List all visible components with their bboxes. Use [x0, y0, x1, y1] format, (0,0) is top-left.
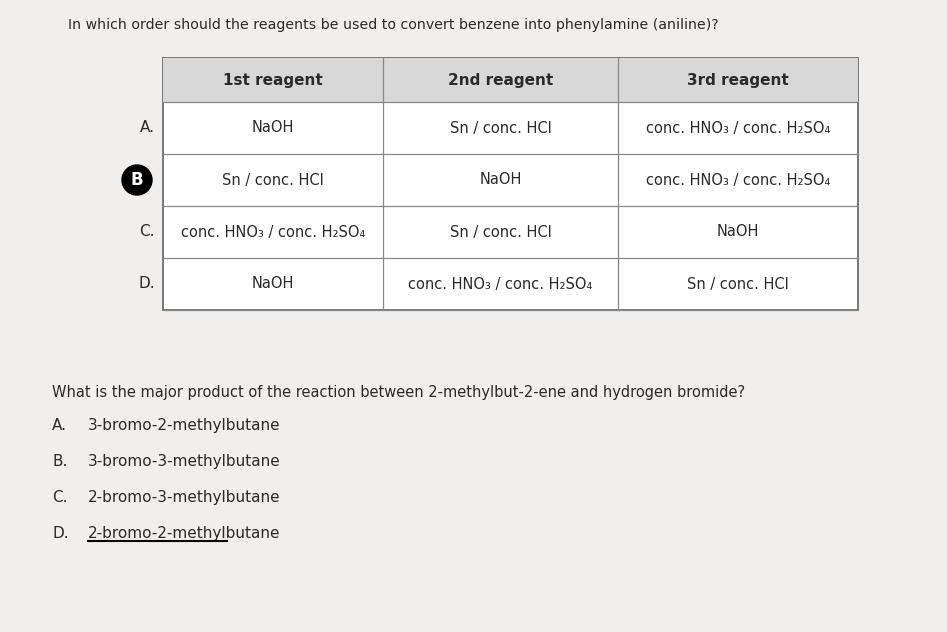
- Text: NaOH: NaOH: [252, 121, 295, 135]
- Text: 2-bromo-2-methylbutane: 2-bromo-2-methylbutane: [88, 526, 280, 541]
- Text: 3-bromo-3-methylbutane: 3-bromo-3-methylbutane: [88, 454, 280, 469]
- Text: In which order should the reagents be used to convert benzene into phenylamine (: In which order should the reagents be us…: [68, 18, 719, 32]
- Text: D.: D.: [52, 526, 68, 541]
- Text: 2nd reagent: 2nd reagent: [448, 73, 553, 87]
- Text: Sn / conc. HCl: Sn / conc. HCl: [688, 277, 789, 291]
- Text: 1st reagent: 1st reagent: [223, 73, 323, 87]
- Text: A.: A.: [140, 121, 155, 135]
- Text: conc. HNO₃ / conc. H₂SO₄: conc. HNO₃ / conc. H₂SO₄: [646, 173, 831, 188]
- Text: C.: C.: [52, 490, 67, 505]
- Text: B.: B.: [52, 454, 67, 469]
- Text: conc. HNO₃ / conc. H₂SO₄: conc. HNO₃ / conc. H₂SO₄: [408, 277, 593, 291]
- Text: Sn / conc. HCl: Sn / conc. HCl: [450, 121, 551, 135]
- Circle shape: [122, 165, 152, 195]
- Text: NaOH: NaOH: [717, 224, 759, 240]
- Text: NaOH: NaOH: [479, 173, 522, 188]
- Text: Sn / conc. HCl: Sn / conc. HCl: [223, 173, 324, 188]
- Text: 3rd reagent: 3rd reagent: [688, 73, 789, 87]
- Text: C.: C.: [139, 224, 155, 240]
- Text: 2-bromo-3-methylbutane: 2-bromo-3-methylbutane: [88, 490, 280, 505]
- Text: conc. HNO₃ / conc. H₂SO₄: conc. HNO₃ / conc. H₂SO₄: [646, 121, 831, 135]
- Bar: [163, 58, 858, 310]
- Bar: [163, 58, 858, 102]
- Text: 3-bromo-2-methylbutane: 3-bromo-2-methylbutane: [88, 418, 280, 433]
- Text: A.: A.: [52, 418, 67, 433]
- Text: What is the major product of the reaction between 2-methylbut-2-ene and hydrogen: What is the major product of the reactio…: [52, 385, 745, 400]
- Text: conc. HNO₃ / conc. H₂SO₄: conc. HNO₃ / conc. H₂SO₄: [181, 224, 366, 240]
- Text: B: B: [131, 171, 143, 189]
- Text: D.: D.: [138, 277, 155, 291]
- Text: Sn / conc. HCl: Sn / conc. HCl: [450, 224, 551, 240]
- Text: NaOH: NaOH: [252, 277, 295, 291]
